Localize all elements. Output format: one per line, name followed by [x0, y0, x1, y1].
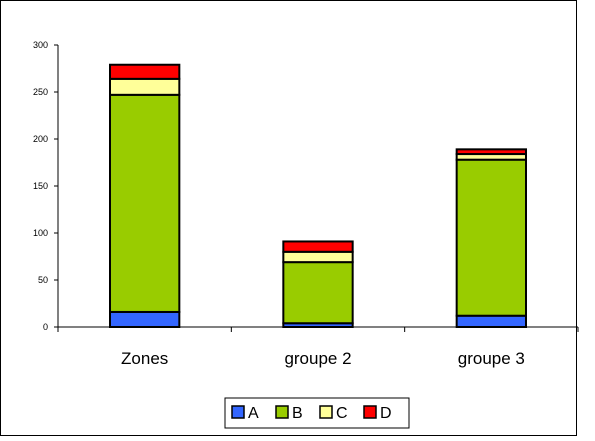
- y-axis-ticks: 0 50 100 150 200 250 300: [33, 40, 58, 332]
- bar-segment-b: [109, 93, 181, 313]
- bar-segment-a: [109, 310, 181, 328]
- legend-label-a: A: [248, 405, 259, 422]
- bar-segment-c: [282, 250, 354, 264]
- legend-label-d: D: [380, 405, 392, 422]
- legend-swatch-c: [319, 405, 333, 419]
- legend-swatch-a: [231, 405, 245, 419]
- x-category-label: groupe 3: [458, 349, 525, 368]
- bar-stack: [109, 63, 181, 328]
- x-axis-ticks: [57, 327, 579, 332]
- y-tick-label: 0: [43, 322, 48, 332]
- bar-segment-a: [455, 314, 527, 329]
- legend-swatch-d: [363, 405, 377, 419]
- y-tick-label: 100: [33, 228, 48, 238]
- bar-segment-d: [109, 63, 181, 80]
- x-category-label: Zones: [121, 349, 168, 368]
- bar-segment-c: [109, 77, 181, 96]
- y-tick-label: 150: [33, 181, 48, 191]
- bar-stack: [455, 148, 527, 329]
- y-tick-label: 200: [33, 134, 48, 144]
- x-category-label: groupe 2: [284, 349, 351, 368]
- bar-stacks: [109, 63, 527, 329]
- legend-label-c: C: [336, 405, 348, 422]
- bar-segment-d: [282, 240, 354, 253]
- y-tick-label: 250: [33, 87, 48, 97]
- bar-stack: [282, 240, 354, 328]
- y-tick-label: 300: [33, 40, 48, 50]
- legend-swatch-b: [275, 405, 289, 419]
- legend-label-b: B: [292, 405, 303, 422]
- x-axis-labels: Zones groupe 2 groupe 3: [121, 349, 525, 368]
- bar-segment-b: [455, 158, 527, 317]
- bar-segment-b: [282, 261, 354, 325]
- bar-segment-d: [455, 148, 527, 156]
- legend: A B C D: [224, 397, 410, 429]
- legend-box: [224, 397, 410, 429]
- y-tick-label: 50: [38, 275, 48, 285]
